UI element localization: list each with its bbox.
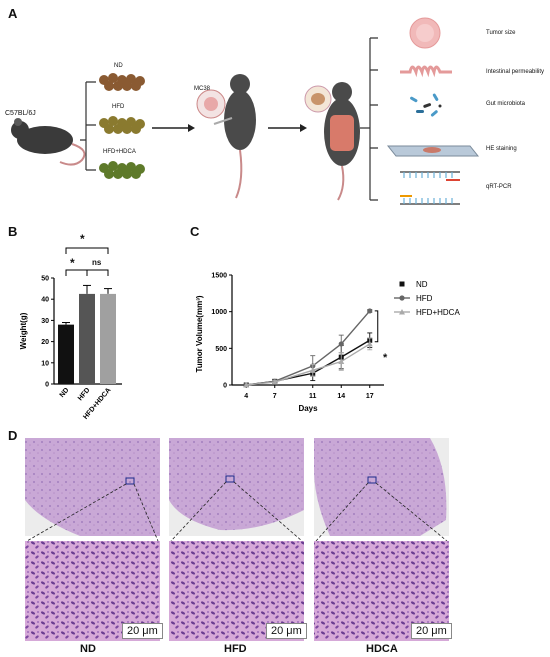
point-marker	[338, 358, 345, 365]
y-tick-label: 0	[223, 383, 227, 390]
bar-nd	[58, 324, 74, 384]
bar-hfd-hdca	[100, 293, 116, 384]
qpcr-icon	[400, 171, 460, 205]
sig-star: *	[383, 352, 388, 364]
point-marker	[338, 341, 344, 347]
sig-right: ns	[92, 258, 102, 267]
tumor-icon	[409, 17, 441, 49]
y-tick-label: 500	[215, 346, 227, 353]
y-tick-label: 50	[41, 276, 49, 283]
y-tick-label: 10	[41, 360, 49, 367]
legend-marker	[399, 309, 405, 315]
scale-bar-nd: 20 μm	[122, 623, 163, 639]
group-label-nd: ND	[80, 643, 96, 655]
panel-a-schematic	[11, 17, 480, 205]
mouse-injection-icon	[196, 74, 256, 199]
sig-top: *	[80, 232, 85, 246]
point-marker	[271, 379, 278, 385]
panel-c-label: C	[190, 224, 200, 239]
intestine-icon	[400, 65, 452, 78]
diet-label-hfd-hdca: HFD+HDCA	[103, 149, 136, 155]
x-tick-label: ND	[59, 387, 71, 399]
group-label-hfd: HFD	[224, 643, 247, 655]
scale-bar-hdca: 20 μm	[411, 623, 452, 639]
legend-marker	[399, 295, 405, 301]
sig-bracket-top	[65, 247, 109, 254]
tumor-volume-line-chart: 0 500 1000 1500 4 7 11 14 17 Days Tumor Volume(mm³…	[195, 273, 460, 414]
x-tick-label: 4	[244, 393, 248, 400]
x-axis-label: Days	[298, 404, 318, 413]
x-tick-label: 11	[309, 393, 317, 400]
mouse-dissected-icon	[304, 82, 360, 201]
bacteria-icon	[410, 93, 442, 117]
food-pellet-icon	[99, 73, 145, 179]
outcome-tumor-size: Tumor size	[486, 30, 516, 36]
strain-label: C57BL/6J	[5, 110, 36, 117]
sig-bracket	[374, 310, 379, 343]
he-overview-hfd	[169, 438, 304, 536]
sig-bracket-right	[86, 269, 109, 276]
outcome-gut-microbiota: Gut microbiota	[486, 101, 526, 107]
he-overview-nd	[25, 438, 160, 536]
scale-bar-hfd: 20 μm	[266, 623, 307, 639]
legend-label: HFD	[416, 294, 433, 303]
mouse-icon	[11, 118, 86, 166]
outcome-he-staining: HE staining	[486, 146, 517, 152]
sig-left: *	[70, 256, 75, 270]
outcome-intestinal-permeability: Intestinal permeability	[486, 69, 545, 75]
panel-d-label: D	[8, 428, 18, 443]
cell-line-label: MC38	[194, 86, 211, 92]
y-tick-label: 40	[41, 297, 49, 304]
legend-label: HFD+HDCA	[416, 308, 460, 317]
point-marker	[309, 367, 316, 373]
point-marker	[367, 308, 373, 314]
y-tick-label: 1500	[211, 273, 227, 280]
outcome-qrt-pcr: qRT-PCR	[486, 184, 512, 190]
point-marker	[243, 382, 250, 388]
panel-a-label: A	[8, 6, 18, 21]
point-marker	[366, 340, 373, 347]
x-tick-label: 14	[337, 393, 345, 400]
x-tick-label: 7	[273, 393, 277, 400]
legend-label: ND	[416, 280, 428, 289]
y-tick-label: 20	[41, 339, 49, 346]
y-tick-label: 30	[41, 318, 49, 325]
x-tick-label: 17	[366, 393, 374, 400]
y-tick-label: 1000	[211, 309, 227, 316]
legend-marker	[399, 281, 405, 287]
y-axis-label: Tumor Volume(mm³)	[195, 295, 204, 372]
bar-hfd	[79, 293, 95, 384]
diet-label-nd: ND	[114, 63, 123, 69]
y-axis-label: Weight(g)	[19, 312, 28, 349]
diet-label-hfd: HFD	[112, 104, 125, 110]
microscope-slide-icon	[386, 145, 480, 157]
panel-b-label: B	[8, 224, 18, 239]
y-tick-label: 0	[45, 382, 49, 389]
group-label-hdca: HDCA	[366, 643, 398, 655]
